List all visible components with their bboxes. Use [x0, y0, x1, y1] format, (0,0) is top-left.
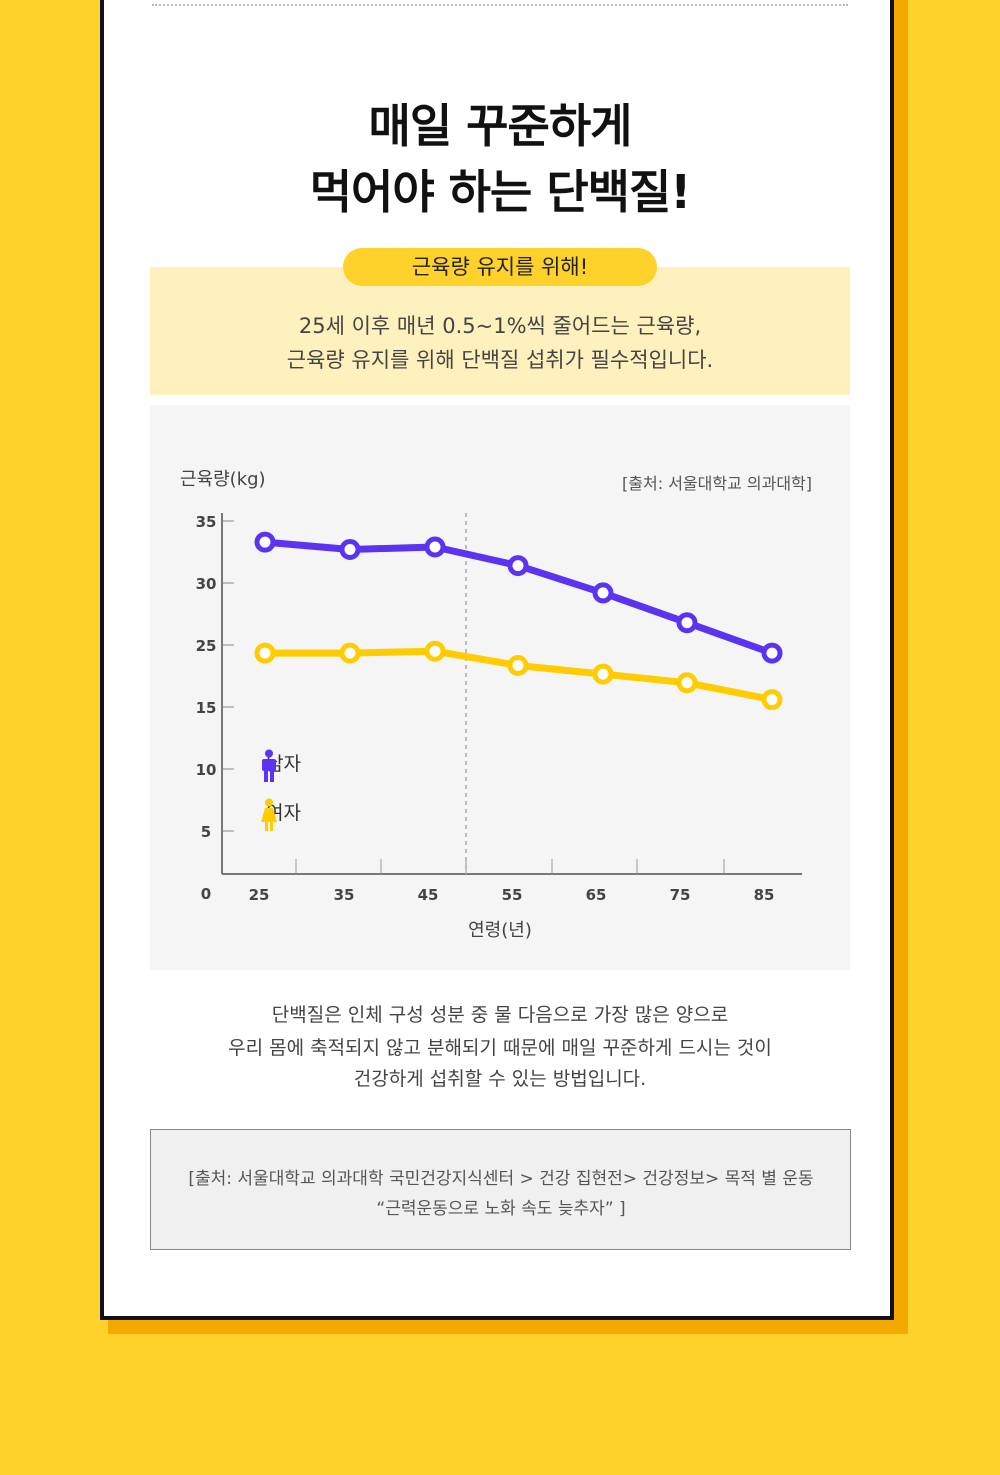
- muscle-mass-chart: 근육량(kg) [출처: 서울대학교 의과대학] 연령(년) 0 5 10 15 25 30 35…: [150, 405, 850, 970]
- data-point-female: [592, 663, 614, 685]
- data-point-female: [339, 642, 361, 664]
- x-tick-label: 55: [502, 886, 523, 904]
- y-axis-label: 근육량(kg): [180, 469, 266, 490]
- x-tick-label: 75: [670, 886, 691, 904]
- data-point-male: [507, 555, 529, 577]
- chart-svg: 근육량(kg) [출처: 서울대학교 의과대학] 연령(년) 0 5 10 15 25 30 35…: [180, 469, 812, 941]
- y-tick-label: 5: [201, 823, 211, 841]
- y-tick-label: 10: [196, 761, 217, 779]
- source-line1: [출처: 서울대학교 의과대학 국민건강지식센터 > 건강 집현전> 건강정보>…: [188, 1169, 814, 1189]
- data-point-female: [507, 655, 529, 676]
- data-point-male: [424, 536, 446, 558]
- legend-male: 남자: [260, 749, 301, 782]
- data-point-male: [339, 539, 361, 560]
- data-point-female: [761, 689, 783, 711]
- male-person-icon: [262, 749, 276, 782]
- y-tick-label: 30: [196, 575, 217, 593]
- page-title-line1: 매일 꾸준하게: [368, 99, 633, 153]
- body-text-line1: 단백질은 인체 구성 성분 중 물 다음으로 가장 많은 양으로: [271, 1004, 729, 1026]
- x-tick-label: 35: [334, 886, 355, 904]
- body-text-line2: 우리 몸에 축적되지 않고 분해되기 때문에 매일 꾸준하게 드시는 것이: [228, 1037, 772, 1059]
- dotted-divider: [152, 4, 848, 6]
- data-point-male: [592, 582, 614, 604]
- data-point-male: [761, 642, 783, 664]
- source-box: [출처: 서울대학교 의과대학 국민건강지식센터 > 건강 집현전> 건강정보>…: [150, 1129, 851, 1250]
- source-line2: “근력운동으로 노화 속도 늦추자” ]: [376, 1199, 626, 1219]
- female-person-icon: [261, 798, 277, 831]
- data-point-female: [254, 642, 276, 664]
- y-tick-label: 0: [201, 885, 211, 903]
- page-title-line2: 먹어야 하는 단백질!: [309, 165, 692, 219]
- intro-box: [150, 267, 850, 395]
- legend-female: 여자: [260, 798, 301, 831]
- x-tick-label: 85: [754, 886, 775, 904]
- y-tick-label: 25: [196, 637, 217, 655]
- intro-text-line2: 근육량 유지를 위해 단백질 섭취가 필수적입니다.: [286, 348, 714, 372]
- data-point-male: [254, 531, 276, 553]
- data-point-male: [676, 612, 698, 634]
- y-tick-label: 15: [196, 699, 217, 717]
- section-pill-label: 근육량 유지를 위해!: [343, 248, 657, 286]
- x-tick-label: 65: [586, 886, 607, 904]
- x-tick-label: 25: [249, 886, 270, 904]
- y-tick-label: 35: [196, 513, 217, 531]
- intro-text-line1: 25세 이후 매년 0.5~1%씩 줄어드는 근육량,: [298, 314, 702, 338]
- x-tick-label: 45: [418, 886, 439, 904]
- body-text-line3: 건강하게 섭취할 수 있는 방법입니다.: [353, 1068, 647, 1090]
- x-axis-label: 연령(년): [468, 920, 532, 941]
- chart-source: [출처: 서울대학교 의과대학]: [622, 474, 812, 493]
- data-point-female: [424, 640, 446, 662]
- data-point-female: [676, 672, 698, 694]
